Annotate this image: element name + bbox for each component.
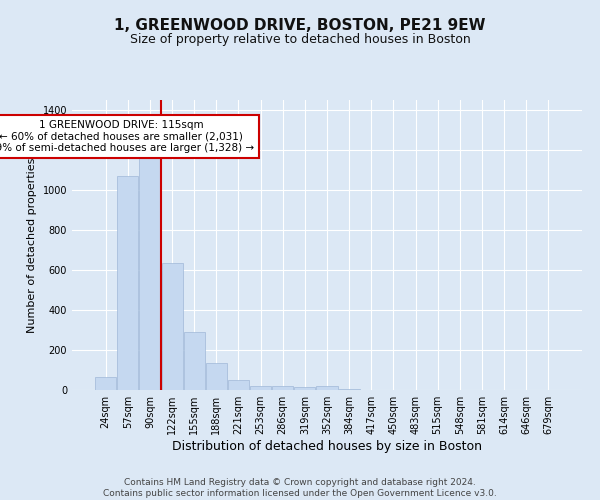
Bar — [206, 363, 227, 390]
Text: Size of property relative to detached houses in Boston: Size of property relative to detached ho… — [130, 32, 470, 46]
Bar — [118, 176, 139, 390]
X-axis label: Distribution of detached houses by size in Boston: Distribution of detached houses by size … — [172, 440, 482, 453]
Bar — [95, 377, 116, 390]
Text: 1, GREENWOOD DRIVE, BOSTON, PE21 9EW: 1, GREENWOOD DRIVE, BOSTON, PE21 9EW — [114, 18, 486, 32]
Bar — [139, 158, 160, 390]
Y-axis label: Number of detached properties: Number of detached properties — [27, 158, 37, 332]
Bar — [295, 387, 316, 390]
Text: 1 GREENWOOD DRIVE: 115sqm
← 60% of detached houses are smaller (2,031)
39% of se: 1 GREENWOOD DRIVE: 115sqm ← 60% of detac… — [0, 120, 254, 153]
Bar — [338, 389, 359, 390]
Bar — [316, 386, 338, 390]
Bar — [250, 386, 271, 390]
Bar — [161, 263, 182, 390]
Bar — [184, 332, 205, 390]
Bar — [272, 386, 293, 390]
Bar — [228, 380, 249, 390]
Text: Contains HM Land Registry data © Crown copyright and database right 2024.
Contai: Contains HM Land Registry data © Crown c… — [103, 478, 497, 498]
